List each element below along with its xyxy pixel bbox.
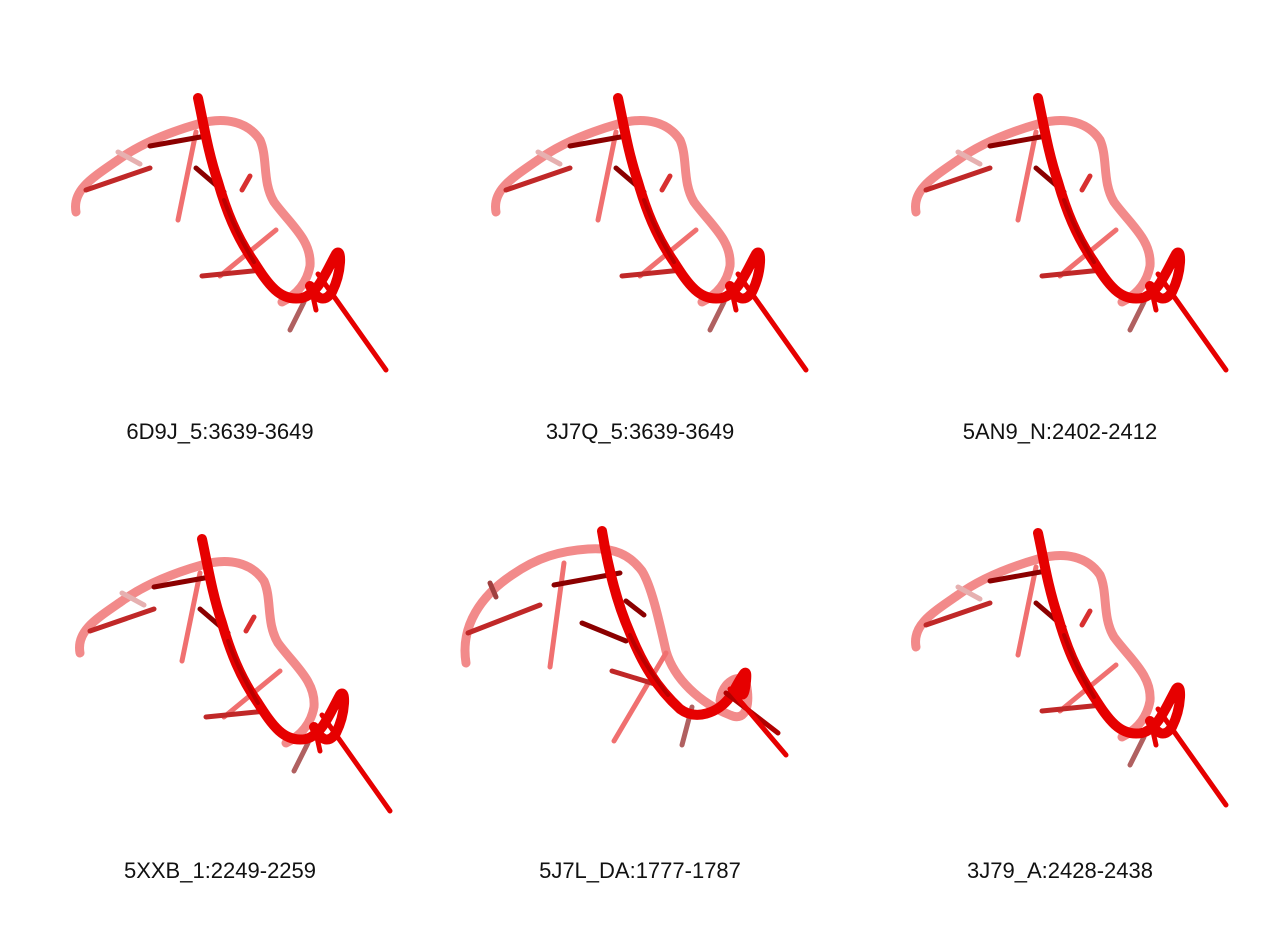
structure-label: 6D9J_5:3639-3649 bbox=[126, 419, 314, 444]
structure-label: 5AN9_N:2402-2412 bbox=[962, 419, 1158, 444]
structure-label: 3J7Q_5:3639-3649 bbox=[545, 419, 735, 444]
structure-label: 5J7L_DA:1777-1787 bbox=[539, 858, 741, 883]
rna-structure-image bbox=[850, 40, 1270, 440]
structure-panel-3: 5AN9_N:2402-2412 bbox=[850, 40, 1270, 480]
structure-panel-2: 3J7Q_5:3639-3649 bbox=[430, 40, 850, 480]
structure-panel-4: 5XXB_1:2249-2259 bbox=[10, 475, 430, 915]
rna-structure-image bbox=[430, 475, 850, 875]
structure-panel-6: 3J79_A:2428-2438 bbox=[850, 475, 1270, 915]
structure-panel-5: 5J7L_DA:1777-1787 bbox=[430, 475, 850, 915]
rna-structure-image bbox=[850, 475, 1270, 875]
rna-structure-image bbox=[10, 475, 430, 875]
structure-label: 5XXB_1:2249-2259 bbox=[123, 858, 317, 883]
structure-panel-1: 6D9J_5:3639-3649 bbox=[10, 40, 430, 480]
structure-label: 3J79_A:2428-2438 bbox=[967, 858, 1153, 883]
rna-structure-image bbox=[430, 40, 850, 440]
rna-structure-image bbox=[10, 40, 430, 440]
